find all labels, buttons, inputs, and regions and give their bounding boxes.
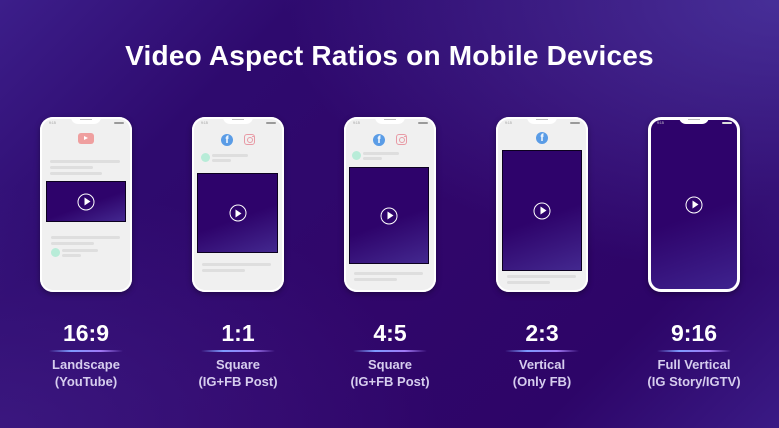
avatar bbox=[51, 248, 60, 257]
status-time: 9:15 bbox=[201, 121, 208, 125]
ratio-underline bbox=[49, 350, 123, 352]
phone-notch bbox=[375, 117, 405, 124]
video-frame-16-9 bbox=[46, 181, 126, 222]
ratio-underline bbox=[505, 350, 579, 352]
phone-mockup: 9:15 f bbox=[496, 117, 588, 292]
facebook-icon: f bbox=[373, 134, 385, 146]
phone-1-1: 9:15 f bbox=[192, 117, 284, 292]
ratio-underline bbox=[201, 350, 275, 352]
description-line-1: Full Vertical bbox=[657, 357, 731, 372]
ratio-label: 4:5 bbox=[373, 320, 407, 346]
facebook-icon: f bbox=[221, 134, 233, 146]
ratio-label: 2:3 bbox=[525, 320, 559, 346]
signal-battery-icon bbox=[114, 122, 124, 124]
description-line-1: Vertical bbox=[518, 357, 566, 372]
placeholder-line bbox=[51, 242, 94, 245]
phone-mockup: 9:15 f bbox=[192, 117, 284, 292]
description-line-1: Square bbox=[367, 357, 413, 372]
ratio-label: 1:1 bbox=[221, 320, 255, 346]
instagram-icon bbox=[396, 134, 407, 145]
description-line-2: (IG+FB Post) bbox=[350, 374, 430, 389]
phone-mockup-fullscreen: 9:15 bbox=[648, 117, 740, 292]
placeholder-line bbox=[51, 236, 120, 239]
signal-battery-icon bbox=[722, 122, 732, 124]
play-icon[interactable] bbox=[229, 204, 246, 222]
placeholder-line bbox=[202, 263, 271, 266]
placeholder-line bbox=[354, 278, 397, 281]
status-time: 9:15 bbox=[505, 121, 512, 125]
description-line-2: (IG+FB Post) bbox=[198, 374, 278, 389]
description-line-2: (IG Story/IGTV) bbox=[647, 374, 741, 389]
description-line-2: (YouTube) bbox=[54, 374, 118, 389]
placeholder-line bbox=[363, 157, 382, 160]
phone-4-5: 9:15 f bbox=[344, 117, 436, 292]
ratio-description: Square (IG+FB Post) bbox=[310, 356, 470, 390]
ratio-description: Vertical (Only FB) bbox=[462, 356, 622, 390]
signal-battery-icon bbox=[418, 122, 428, 124]
placeholder-line bbox=[62, 249, 98, 252]
description-line-2: (Only FB) bbox=[512, 374, 572, 389]
placeholder-line bbox=[363, 152, 399, 155]
ratio-description: Full Vertical (IG Story/IGTV) bbox=[614, 356, 774, 390]
phone-notch bbox=[679, 117, 709, 124]
signal-battery-icon bbox=[266, 122, 276, 124]
placeholder-line bbox=[354, 272, 423, 275]
placeholder-line bbox=[50, 160, 120, 163]
avatar bbox=[352, 151, 361, 160]
instagram-icon bbox=[244, 134, 255, 145]
placeholder-line bbox=[212, 159, 231, 162]
status-time: 9:15 bbox=[353, 121, 360, 125]
ratio-description: Landscape (YouTube) bbox=[6, 356, 166, 390]
placeholder-line bbox=[202, 269, 245, 272]
phone-mockup: 9:15 f bbox=[344, 117, 436, 292]
placeholder-line bbox=[507, 281, 550, 284]
description-line-1: Square bbox=[215, 357, 261, 372]
play-icon[interactable] bbox=[533, 202, 551, 219]
phone-notch bbox=[71, 117, 101, 124]
placeholder-line bbox=[507, 275, 576, 278]
ratio-underline bbox=[657, 350, 731, 352]
video-frame-4-5 bbox=[349, 167, 429, 264]
placeholder-line bbox=[50, 172, 102, 175]
placeholder-line bbox=[50, 166, 93, 169]
phone-notch bbox=[223, 117, 253, 124]
play-icon[interactable] bbox=[380, 207, 398, 224]
description-line-1: Landscape bbox=[52, 357, 120, 372]
ratio-label: 9:16 bbox=[670, 320, 718, 346]
phone-mockup: 9:15 bbox=[40, 117, 132, 292]
phone-notch bbox=[527, 117, 557, 124]
phone-16-9: 9:15 bbox=[40, 117, 132, 292]
avatar bbox=[201, 153, 210, 162]
placeholder-line bbox=[62, 254, 81, 257]
ratio-label: 16:9 bbox=[62, 320, 110, 346]
play-icon[interactable] bbox=[77, 193, 95, 210]
status-time: 9:15 bbox=[49, 121, 56, 125]
ratio-underline bbox=[353, 350, 427, 352]
status-time: 9:15 bbox=[657, 121, 664, 125]
ratio-description: Square (IG+FB Post) bbox=[158, 356, 318, 390]
video-frame-2-3 bbox=[502, 150, 582, 271]
youtube-icon bbox=[78, 133, 94, 144]
phone-9-16: 9:15 bbox=[648, 117, 740, 292]
phone-2-3: 9:15 f bbox=[496, 117, 588, 292]
play-icon[interactable] bbox=[685, 196, 703, 213]
signal-battery-icon bbox=[570, 122, 580, 124]
video-frame-1-1 bbox=[197, 173, 278, 253]
page-title: Video Aspect Ratios on Mobile Devices bbox=[125, 40, 654, 71]
facebook-icon: f bbox=[536, 132, 548, 144]
placeholder-line bbox=[212, 154, 248, 157]
